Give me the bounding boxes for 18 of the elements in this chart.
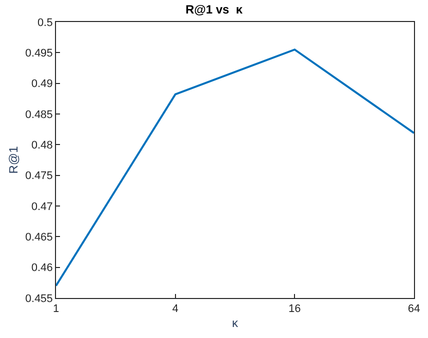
chart-title: R@1 vs κ	[185, 2, 243, 16]
y-tick-label: 0.47	[31, 200, 53, 213]
y-tick-label: 0.485	[25, 108, 53, 121]
x-tick-label: 16	[288, 303, 301, 316]
y-tick-label: 0.475	[25, 170, 53, 182]
y-tick-label: 0.46	[31, 262, 53, 274]
y-tick-label: 0.49	[31, 78, 53, 90]
x-axis-title: κ	[232, 316, 239, 330]
y-tick-label: 0.48	[31, 140, 53, 152]
x-tick-label: 4	[172, 303, 178, 316]
y-tick-label: 0.455	[25, 292, 53, 305]
y-axis-title: R@1	[6, 146, 21, 174]
y-tick-label: 0.495	[25, 48, 53, 60]
line-series	[56, 48, 414, 287]
x-tick-label: 1	[52, 303, 60, 316]
x-tick-label: 64	[408, 303, 420, 316]
y-tick-label: 0.465	[25, 232, 53, 244]
y-tick-label: 0.5	[38, 16, 53, 29]
